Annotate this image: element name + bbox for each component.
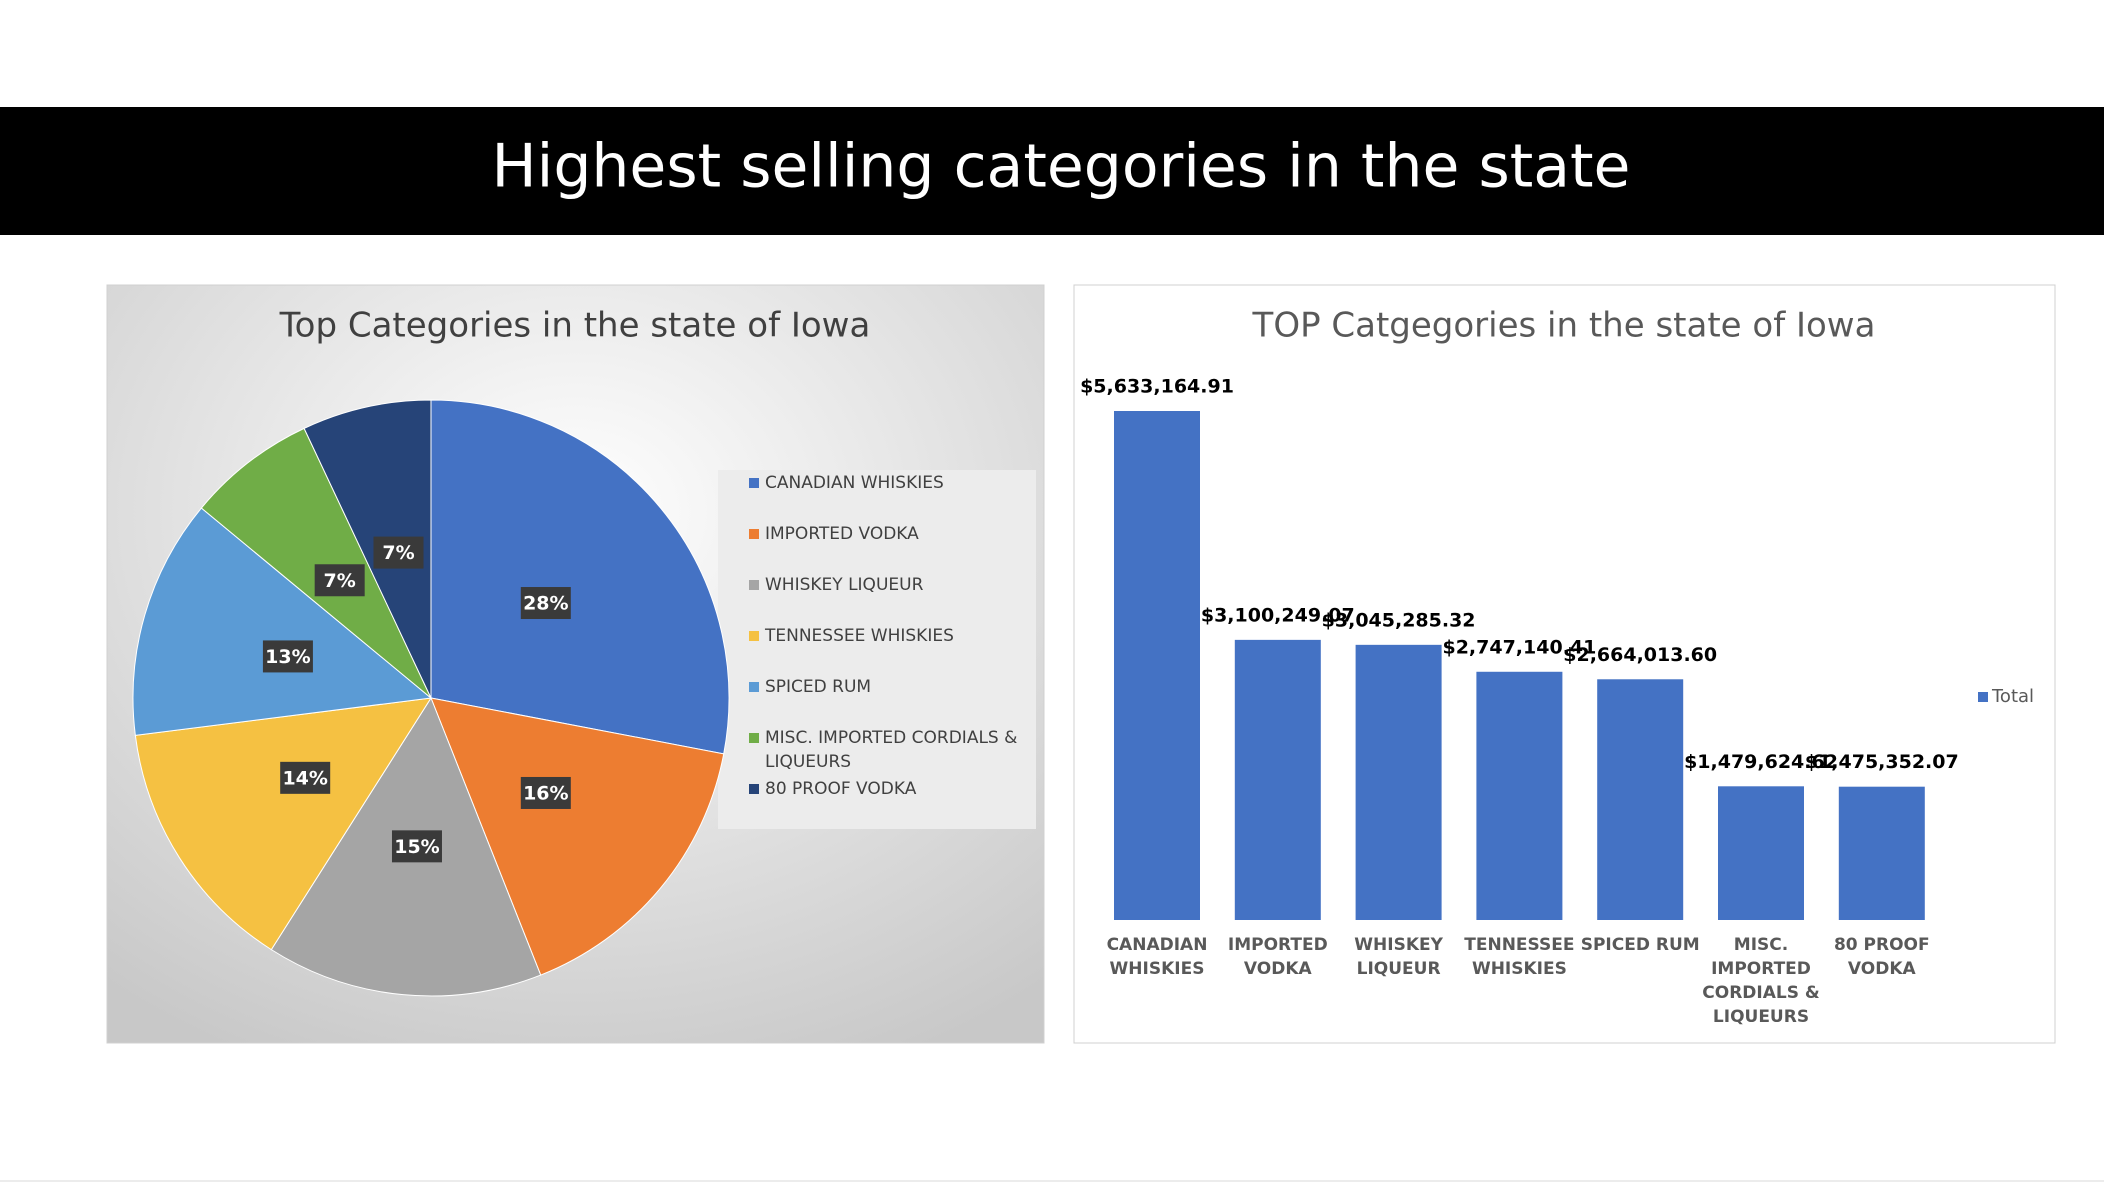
legend-swatch: [749, 631, 759, 641]
legend-label: WHISKEY LIQUEUR: [765, 575, 924, 595]
bar-value-label: $2,664,013.60: [1563, 644, 1717, 666]
pie-label-box: [520, 587, 571, 620]
legend-swatch: [749, 682, 759, 692]
pie-label: 14%: [282, 767, 327, 789]
legend-label: 80 PROOF VODKA: [765, 779, 917, 799]
pie-slice: [132, 507, 433, 736]
legend-label: TENNESSEE WHISKIES: [765, 626, 954, 646]
legend-label: Total: [1991, 686, 2034, 707]
title-banner: [0, 107, 2104, 235]
pie-label: 7%: [382, 542, 414, 564]
legend-swatch: [1978, 692, 1988, 702]
pie-slice: [303, 399, 432, 699]
bar-value-label: $1,479,624.62: [1684, 751, 1838, 773]
bar: [1838, 786, 1925, 920]
legend-swatch: [749, 580, 759, 590]
x-tick-label: CANADIAN WHISKIES: [1106, 935, 1208, 979]
pie-slice: [430, 697, 725, 976]
legend-swatch: [749, 733, 759, 743]
pie-legend-box: [718, 470, 1036, 829]
legend-label: SPICED RUM: [765, 677, 872, 697]
x-tick-label: IMPORTED VODKA: [1227, 935, 1328, 979]
x-tick-label: TENNESSEE WHISKIES: [1464, 935, 1575, 979]
pie-label-box: [314, 564, 365, 597]
bar-title: TOP Catgegories in the state of Iowa: [1252, 306, 1876, 346]
bar: [1597, 679, 1684, 920]
x-tick-label: MISC. IMPORTED CORDIALS & LIQUEURS: [1702, 935, 1820, 1027]
pie-label: 7%: [324, 570, 356, 592]
pie-label: 28%: [523, 593, 568, 615]
legend-label: MISC. IMPORTED CORDIALS & LIQUEURS: [765, 728, 1018, 772]
pie-label-box: [520, 776, 571, 809]
legend-swatch: [749, 784, 759, 794]
bar: [1234, 639, 1321, 920]
pie-label-box: [391, 830, 442, 863]
bar-value-label: $3,100,249.07: [1201, 604, 1355, 626]
pie-title: Top Categories in the state of Iowa: [279, 306, 871, 346]
legend-label: IMPORTED VODKA: [765, 524, 919, 544]
pie-label-box: [280, 761, 331, 794]
bar: [1114, 411, 1200, 920]
pie-label: 13%: [265, 646, 310, 668]
bar: [1476, 671, 1563, 920]
pie-slice: [200, 427, 432, 699]
slide-title: Highest selling categories in the state: [492, 132, 1631, 202]
bar: [1355, 644, 1442, 920]
legend-swatch: [749, 529, 759, 539]
bar-value-label: $1,475,352.07: [1805, 751, 1959, 773]
legend-swatch: [749, 478, 759, 488]
pie-label: 16%: [523, 782, 568, 804]
bar-value-label: $2,747,140.41: [1442, 636, 1596, 658]
x-tick-label: 80 PROOF VODKA: [1833, 935, 1930, 979]
pie-slice: [430, 399, 730, 755]
x-tick-label: SPICED RUM: [1580, 935, 1700, 955]
pie-label-box: [262, 640, 313, 673]
pie-slice: [134, 697, 432, 951]
x-tick-label: WHISKEY LIQUEUR: [1354, 935, 1443, 979]
bar: [1718, 786, 1804, 920]
pie-label: 15%: [394, 836, 439, 858]
bar-value-label: $3,045,285.32: [1322, 609, 1476, 631]
bar-value-label: $5,633,164.91: [1080, 376, 1234, 398]
pie-label-box: [373, 536, 424, 569]
legend-label: CANADIAN WHISKIES: [765, 473, 944, 493]
